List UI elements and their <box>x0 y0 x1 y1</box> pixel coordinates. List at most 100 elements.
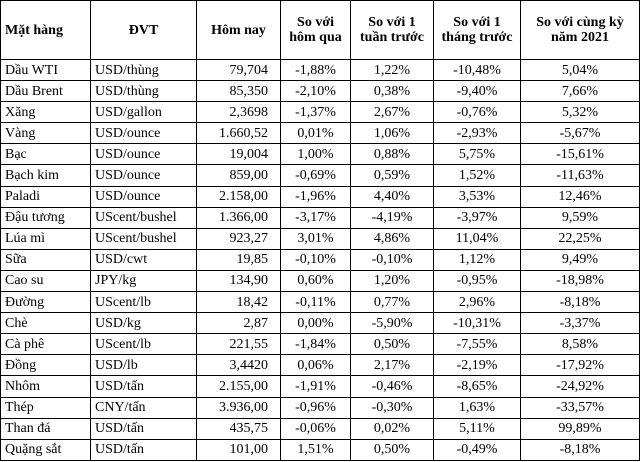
table-cell: 0,38% <box>350 80 434 103</box>
table-cell: USD/ounce <box>90 122 197 145</box>
table-cell: -8,65% <box>433 375 521 398</box>
table-cell: USD/cwt <box>90 248 197 271</box>
table-cell: 0,50% <box>350 333 434 356</box>
table-cell: -0,96% <box>280 396 351 419</box>
table-cell: 0,59% <box>350 164 434 187</box>
table-cell: Đồng <box>0 354 91 377</box>
table-cell: Sữa <box>0 248 91 271</box>
table-cell: 1.660,52 <box>196 122 281 145</box>
table-cell: Vàng <box>0 122 91 145</box>
table-cell: -1,96% <box>280 185 351 208</box>
header-cell: Hôm nay <box>196 0 281 60</box>
table-cell: 3,53% <box>433 185 521 208</box>
table-cell: -0,46% <box>350 375 434 398</box>
table-cell: USD/kg <box>90 312 197 335</box>
table-cell: -7,55% <box>433 333 521 356</box>
table-row: Xăng USD/gallon 2,3698 -1,37% 2,67% -0,76% 5,3… <box>0 101 640 124</box>
table-cell: -0,11% <box>280 291 351 314</box>
table-cell: 2,87 <box>196 312 281 335</box>
table-cell: Dầu Brent <box>0 80 91 103</box>
table-cell: -3,17% <box>280 206 351 229</box>
table-cell: -17,92% <box>520 354 640 377</box>
table-cell: 3,01% <box>280 227 351 250</box>
table-cell: 1,00% <box>280 143 351 166</box>
table-cell: Xăng <box>0 101 91 124</box>
table-cell: 18,42 <box>196 291 281 314</box>
table-cell: 85,350 <box>196 80 281 103</box>
header-cell: So với 1 tuần trước <box>350 0 434 60</box>
table-cell: -8,18% <box>520 291 640 314</box>
table-cell: USD/thùng <box>90 80 197 103</box>
table-cell: -2,93% <box>433 122 521 145</box>
table-row: Than đá USD/tấn 435,75 -0,06% 0,02% 5,11% 99,8… <box>0 417 640 440</box>
table-cell: Paladi <box>0 185 91 208</box>
table-row: Thép CNY/tấn 3.936,00 -0,96% -0,30% 1,63% -33,… <box>0 396 640 419</box>
table-cell: USD/ounce <box>90 185 197 208</box>
table-cell: 19,004 <box>196 143 281 166</box>
header-cell: ĐVT <box>90 0 197 60</box>
table-cell: 22,25% <box>520 227 640 250</box>
table-cell: Cao su <box>0 269 91 293</box>
table-cell: -1,88% <box>280 58 351 82</box>
table-cell: 221,55 <box>196 333 281 356</box>
table-cell: -1,37% <box>280 101 351 124</box>
table-row: Nhôm USD/tấn 2.155,00 -1,91% -0,46% -8,65% -24… <box>0 375 640 398</box>
table-cell: Than đá <box>0 417 91 440</box>
table-cell: Chè <box>0 312 91 335</box>
table-cell: 0,06% <box>280 354 351 377</box>
table-cell: 2,96% <box>433 291 521 314</box>
table-cell: Quặng sắt <box>0 438 91 462</box>
table-cell: UScent/lb <box>90 291 197 314</box>
table-cell: -10,31% <box>433 312 521 335</box>
table-cell: 0,00% <box>280 312 351 335</box>
table-cell: Thép <box>0 396 91 419</box>
table-cell: -0,76% <box>433 101 521 124</box>
table-cell: Lúa mì <box>0 227 91 250</box>
table-cell: -5,90% <box>350 312 434 335</box>
table-cell: -5,67% <box>520 122 640 145</box>
table-cell: 7,66% <box>520 80 640 103</box>
table-cell: CNY/tấn <box>90 396 197 419</box>
table-cell: -0,95% <box>433 269 521 293</box>
header-cell: So với cùng kỳ năm 2021 <box>520 0 640 60</box>
table-cell: -33,57% <box>520 396 640 419</box>
table-cell: -18,98% <box>520 269 640 293</box>
table-cell: -9,40% <box>433 80 521 103</box>
header-row: Mặt hàng ĐVT Hôm nay So với hôm qua So với 1… <box>0 0 640 60</box>
table-cell: 99,89% <box>520 417 640 440</box>
table-cell: 9,49% <box>520 248 640 271</box>
table-cell: -0,10% <box>280 248 351 271</box>
table-cell: 134,90 <box>196 269 281 293</box>
header-cell: So với 1 tháng trước <box>433 0 521 60</box>
table-cell: 1,12% <box>433 248 521 271</box>
table-row: Quặng sắt USD/tấn 101,00 1,51% 0,50% -0,49% -8… <box>0 438 640 462</box>
table-cell: 1,51% <box>280 438 351 462</box>
table-cell: -0,06% <box>280 417 351 440</box>
table-row: Đậu tương UScent/bushel 1.366,00 -3,17% -4,1… <box>0 206 640 229</box>
table-row: Lúa mì UScent/bushel 923,27 3,01% 4,86% 11,04… <box>0 227 640 250</box>
table-cell: Nhôm <box>0 375 91 398</box>
table-cell: 3.936,00 <box>196 396 281 419</box>
table-row: Đường UScent/lb 18,42 -0,11% 0,77% 2,96% -8,18… <box>0 291 640 314</box>
table-cell: 1,63% <box>433 396 521 419</box>
table-cell: UScent/lb <box>90 333 197 356</box>
table-row: Dầu Brent USD/thùng 85,350 -2,10% 0,38% -9,40… <box>0 80 640 103</box>
table-cell: 8,58% <box>520 333 640 356</box>
table-cell: -2,19% <box>433 354 521 377</box>
table-cell: USD/ounce <box>90 164 197 187</box>
header-cell: So với hôm qua <box>280 0 351 60</box>
table-cell: -1,84% <box>280 333 351 356</box>
table-cell: 0,77% <box>350 291 434 314</box>
table-row: Bạc USD/ounce 19,004 1,00% 0,88% 5,75% -15,61% <box>0 143 640 166</box>
table-cell: -0,10% <box>350 248 434 271</box>
table-cell: 0,01% <box>280 122 351 145</box>
table-cell: -2,10% <box>280 80 351 103</box>
table-cell: -0,69% <box>280 164 351 187</box>
table-cell: USD/gallon <box>90 101 197 124</box>
table-cell: 5,32% <box>520 101 640 124</box>
table-cell: -4,19% <box>350 206 434 229</box>
table-cell: -3,37% <box>520 312 640 335</box>
table-cell: USD/ounce <box>90 143 197 166</box>
